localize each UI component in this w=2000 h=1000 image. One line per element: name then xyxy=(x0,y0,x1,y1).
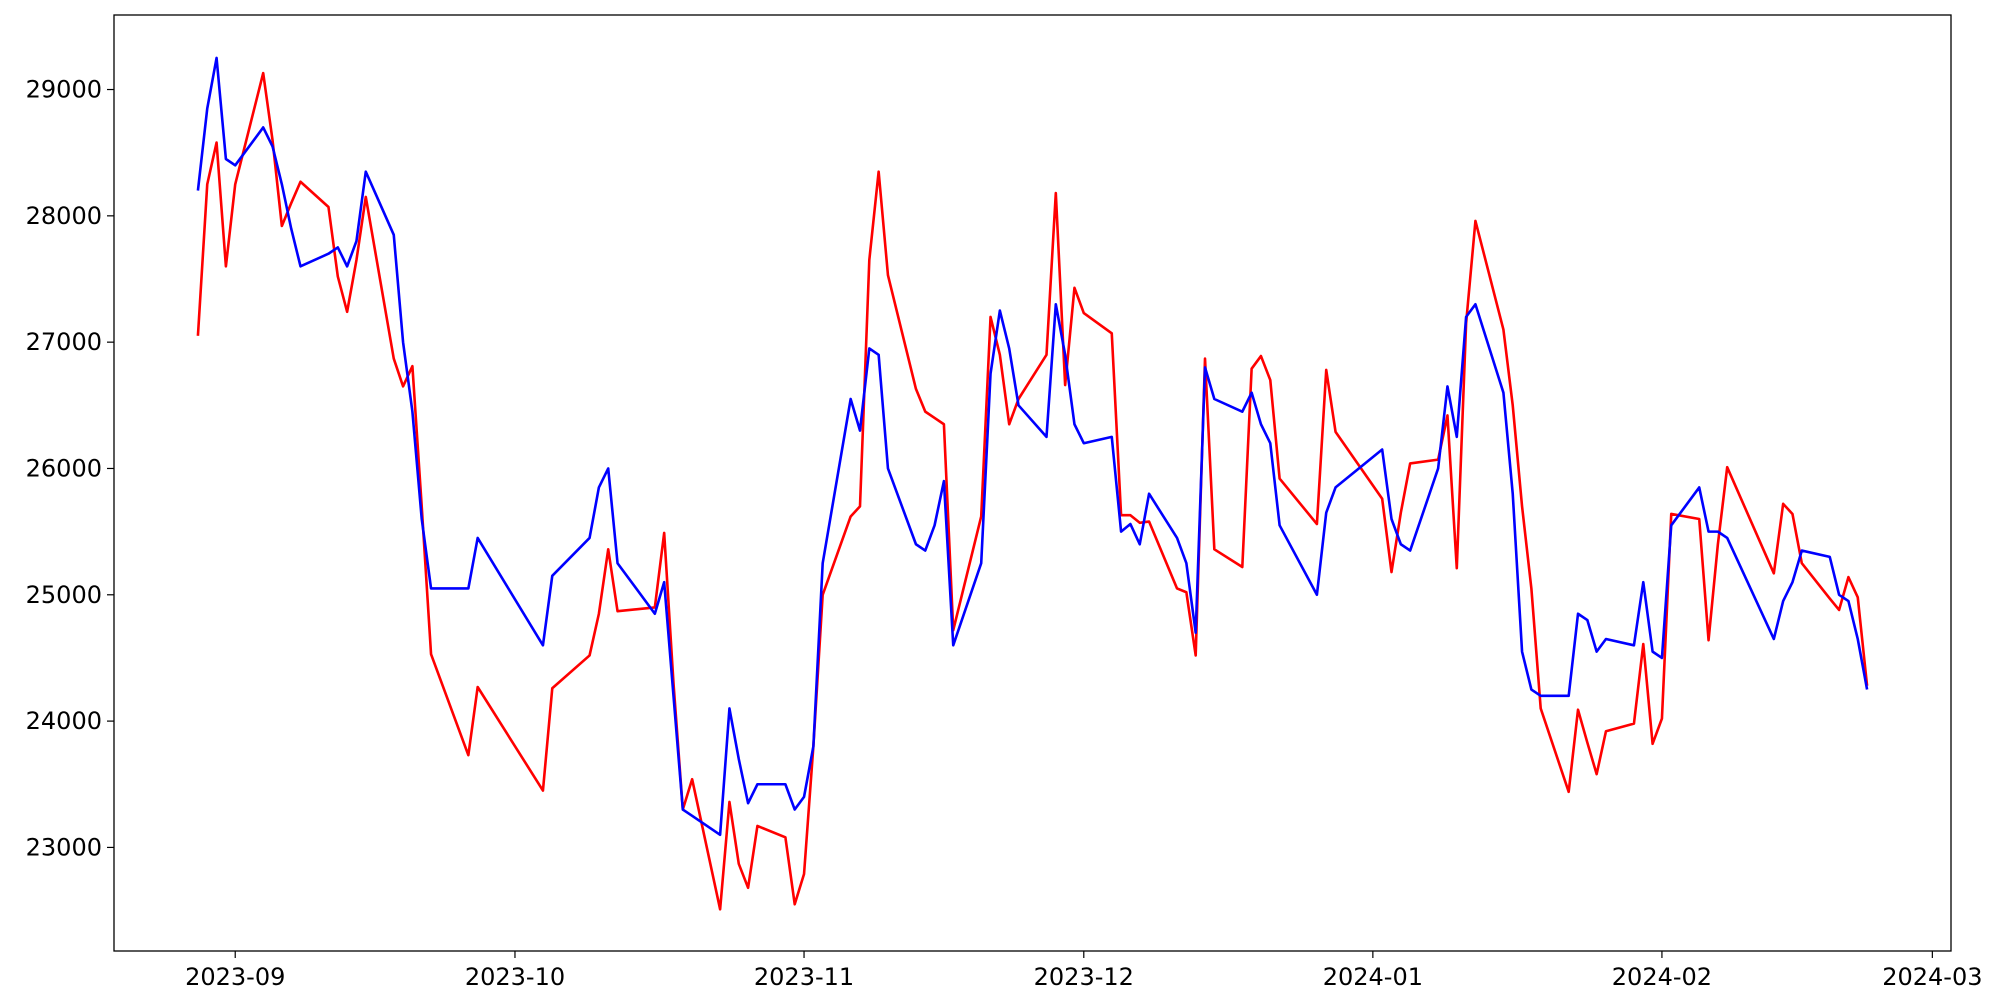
x-tick-label: 2023-12 xyxy=(1034,963,1134,991)
data-line xyxy=(196,56,1869,837)
y-tick-label: 27000 xyxy=(26,328,102,356)
x-tick-label: 2024-02 xyxy=(1612,963,1712,991)
x-tick-label: 2023-11 xyxy=(754,963,854,991)
plot-frame xyxy=(113,14,1952,952)
y-tick-label: 25000 xyxy=(26,581,102,609)
y-tick-label: 24000 xyxy=(26,707,102,735)
x-tick-label: 2024-01 xyxy=(1323,963,1423,991)
y-tick-label: 26000 xyxy=(26,454,102,482)
y-tick-label: 28000 xyxy=(26,202,102,230)
x-tick-label: 2024-03 xyxy=(1882,963,1982,991)
data-line xyxy=(196,71,1869,911)
y-tick-label: 23000 xyxy=(26,833,102,861)
x-tick-label: 2023-09 xyxy=(185,963,285,991)
x-tick-label: 2023-10 xyxy=(465,963,565,991)
y-tick-label: 29000 xyxy=(26,76,102,104)
